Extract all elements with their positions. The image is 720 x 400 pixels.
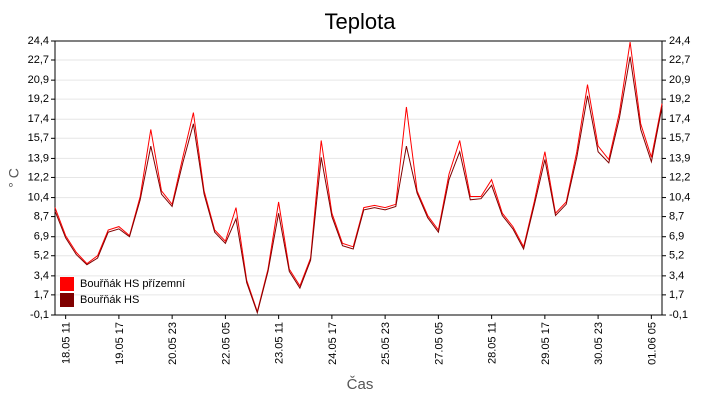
y-axis-label: ° C	[6, 168, 22, 188]
series-line	[54, 42, 663, 314]
y-tick-label: 12,2	[28, 171, 49, 183]
x-tick-label: 20.05 23	[167, 322, 179, 365]
y2-tick-label: 5,2	[669, 250, 684, 262]
y-tick-label: 8,7	[34, 210, 49, 222]
y2-tick-label: 6,9	[669, 231, 684, 243]
y-tick-label: 24,4	[28, 35, 49, 47]
y-tick-label: 17,4	[28, 113, 49, 125]
legend-swatch	[60, 293, 74, 307]
y2-tick-label: 19,2	[669, 93, 690, 105]
y2-tick-label: 20,9	[669, 74, 690, 86]
legend-label: Bouřňák HS	[80, 294, 139, 306]
y-tick-label: 15,7	[28, 132, 49, 144]
chart-title: Teplota	[325, 9, 397, 34]
legend-label: Bouřňák HS přízemní	[80, 278, 185, 290]
x-tick-label: 18.05 11	[61, 322, 73, 364]
y2-tick-label: 12,2	[669, 171, 690, 183]
y2-tick-label: 15,7	[669, 132, 690, 144]
y2-tick-label: 13,9	[669, 152, 690, 164]
y2-tick-label: 3,4	[669, 270, 684, 282]
plot-frame	[54, 40, 663, 316]
x-tick-label: 23.05 11	[274, 322, 286, 364]
y2-tick-label: 17,4	[669, 113, 690, 125]
legend-swatch	[60, 277, 74, 291]
x-tick-label: 25.05 23	[380, 322, 392, 365]
y-tick-label: 22,7	[28, 54, 49, 66]
x-tick-label: 29.05 17	[540, 322, 552, 365]
y-tick-label: 3,4	[34, 270, 49, 282]
y2-tick-label: 10,4	[669, 191, 690, 203]
x-tick-label: 24.05 17	[327, 322, 339, 365]
y2-tick-label: 1,7	[669, 289, 684, 301]
y-tick-label: 1,7	[34, 289, 49, 301]
y-tick-label: 10,4	[28, 191, 49, 203]
series-line	[54, 56, 663, 315]
y-tick-label: 13,9	[28, 152, 49, 164]
y-tick-label: -0,1	[30, 309, 49, 321]
y-tick-label: 20,9	[28, 74, 49, 86]
x-tick-label: 22.05 05	[220, 322, 232, 365]
x-tick-label: 30.05 23	[593, 322, 605, 365]
y2-tick-label: 22,7	[669, 54, 690, 66]
x-tick-label: 01.06 05	[646, 322, 658, 365]
x-tick-label: 28.05 11	[487, 322, 499, 364]
x-tick-label: 27.05 05	[433, 322, 445, 365]
y-tick-label: 5,2	[34, 250, 49, 262]
y-tick-label: 19,2	[28, 93, 49, 105]
y2-tick-label: -0,1	[669, 309, 688, 321]
y2-tick-label: 24,4	[669, 35, 690, 47]
y2-tick-label: 8,7	[669, 210, 684, 222]
y-tick-label: 6,9	[34, 231, 49, 243]
x-axis-label: Čas	[347, 376, 374, 393]
x-tick-label: 19.05 17	[114, 322, 126, 365]
